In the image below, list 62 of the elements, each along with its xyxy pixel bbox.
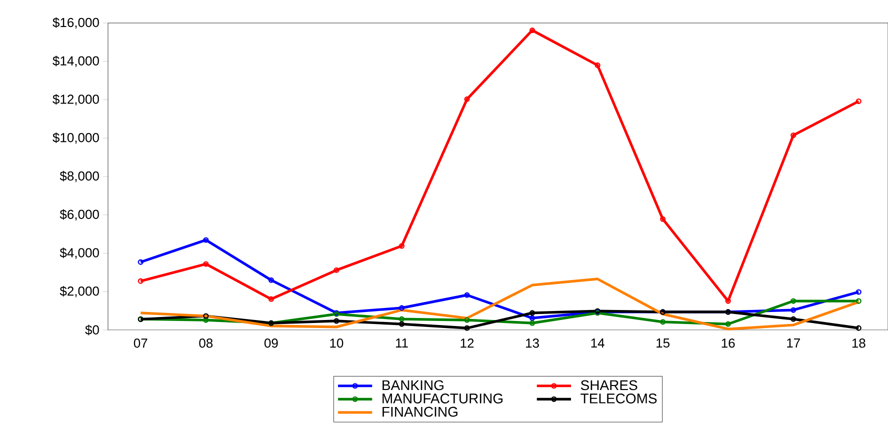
point	[790, 298, 796, 304]
y-tick-label: $8,000	[60, 170, 99, 182]
point	[594, 62, 600, 68]
point	[464, 96, 470, 102]
legend-label: BANKING	[382, 380, 444, 390]
point	[334, 267, 340, 273]
x-tick-label: 16	[722, 338, 735, 348]
point	[398, 305, 405, 311]
point	[529, 320, 536, 326]
point	[856, 98, 862, 104]
point	[856, 298, 862, 304]
x-tick-label: 18	[852, 338, 866, 348]
x-tick-label: 09	[264, 338, 278, 348]
point	[856, 325, 862, 331]
line-series	[139, 278, 860, 330]
legend-label: FINANCING	[382, 406, 458, 417]
point	[725, 321, 731, 327]
y-tick-label: $12,000	[52, 94, 99, 106]
legend-label: TELECOMS	[580, 394, 657, 404]
point	[660, 319, 666, 325]
point	[464, 325, 470, 331]
point	[268, 277, 274, 283]
point	[660, 216, 666, 222]
x-tick-label: 17	[787, 338, 800, 348]
point	[268, 296, 274, 302]
point	[398, 316, 405, 322]
y-tick-label: $0	[85, 324, 99, 336]
point	[203, 261, 209, 267]
point	[203, 313, 209, 319]
y-tick-label: $14,000	[52, 56, 99, 68]
point	[398, 321, 405, 327]
point	[334, 318, 340, 324]
point	[203, 237, 209, 243]
legend-label: SHARES	[580, 380, 638, 390]
point	[529, 315, 536, 321]
y-tick-label: $2,000	[60, 286, 99, 298]
point	[725, 298, 731, 304]
x-tick-label: 12	[460, 338, 474, 348]
x-tick-label: 07	[134, 338, 148, 348]
point	[790, 132, 796, 138]
point	[464, 292, 470, 298]
x-tick-label: 15	[656, 338, 670, 348]
x-tick-label: 13	[526, 338, 539, 348]
point	[203, 317, 209, 323]
legend-label: MANUFACTURING	[382, 394, 503, 404]
point	[856, 289, 862, 295]
point	[790, 316, 796, 322]
x-tick-label: 11	[396, 338, 408, 348]
y-tick-label: $6,000	[60, 209, 99, 221]
point	[464, 317, 470, 323]
point	[529, 310, 536, 316]
point	[138, 259, 144, 265]
x-tick-label: 14	[591, 338, 604, 348]
x-tick-label: 08	[199, 338, 213, 348]
point	[529, 27, 536, 34]
point	[790, 307, 796, 313]
x-tick-label: 10	[330, 338, 344, 348]
point	[138, 278, 144, 284]
y-tick-label: $16,000	[52, 17, 99, 29]
y-tick-label: $4,000	[60, 248, 99, 259]
point	[398, 243, 405, 249]
y-tick-label: $10,000	[52, 132, 99, 144]
